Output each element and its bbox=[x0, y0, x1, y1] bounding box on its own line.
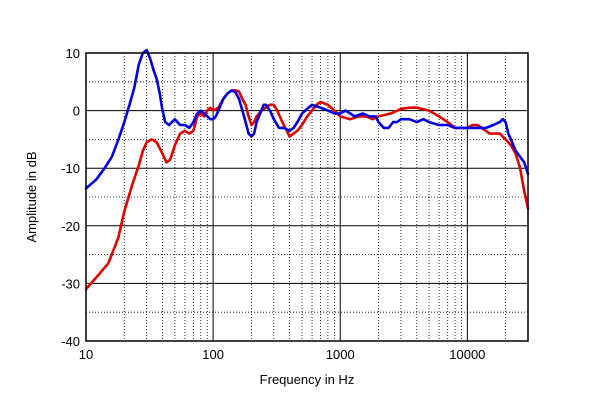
x-tick-label: 10000 bbox=[449, 347, 485, 362]
y-tick-label: -30 bbox=[61, 276, 80, 291]
y-tick-labels: 10 0 -10 -20 -30 -40 bbox=[61, 46, 80, 349]
y-tick-label: 0 bbox=[73, 104, 80, 119]
plot-frame bbox=[85, 52, 529, 342]
y-tick-label: -40 bbox=[61, 334, 80, 349]
y-axis-title: Amplitude in dB bbox=[24, 151, 39, 242]
y-tick-label: 10 bbox=[66, 46, 80, 61]
y-tick-label: -20 bbox=[61, 219, 80, 234]
y-tick-label: -10 bbox=[61, 161, 80, 176]
series-layer bbox=[84, 48, 530, 291]
x-tick-label: 1000 bbox=[326, 347, 355, 362]
x-tick-label: 100 bbox=[202, 347, 224, 362]
minor-grid bbox=[86, 53, 529, 341]
x-tick-label: 10 bbox=[79, 347, 93, 362]
x-tick-labels: 10 100 1000 10000 bbox=[79, 347, 486, 362]
series-line-1 bbox=[84, 89, 530, 291]
series-line-2 bbox=[84, 48, 530, 190]
x-axis-title: Frequency in Hz bbox=[260, 372, 355, 387]
